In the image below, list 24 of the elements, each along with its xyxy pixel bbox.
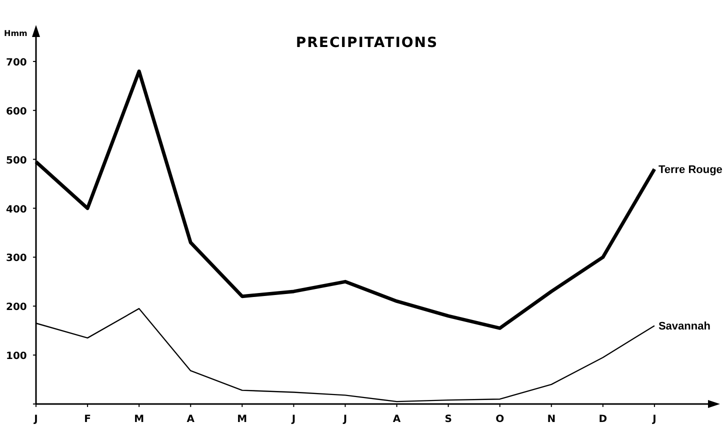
series-label: Savannah (658, 320, 711, 333)
y-tick-label: 400 (6, 204, 27, 216)
x-tick-label: J (652, 414, 656, 425)
x-tick-label: S (444, 414, 452, 425)
y-axis-title: Hmm (4, 29, 28, 38)
x-tick-label: A (392, 414, 401, 425)
x-tick-label: J (290, 414, 296, 425)
x-tick-label: A (186, 414, 195, 425)
y-tick-label: 100 (6, 351, 27, 362)
series-label: Terre Rouge (658, 164, 722, 176)
x-tick-label: M (237, 414, 248, 425)
y-tick-label: 500 (6, 155, 27, 166)
x-tick-label: J (33, 414, 38, 425)
y-tick-label: 600 (6, 106, 27, 118)
x-tick-label: M (134, 414, 144, 425)
x-tick-label: F (84, 414, 91, 425)
x-tick-label: O (496, 414, 504, 425)
y-tick-label: 200 (6, 302, 27, 314)
x-tick-label: D (598, 414, 608, 425)
x-tick-label: N (547, 414, 556, 425)
y-tick-label: 700 (6, 57, 27, 68)
chart-title: PRECIPITATIONS (296, 35, 438, 51)
y-tick-label: 300 (6, 253, 27, 264)
x-tick-label: J (342, 414, 348, 425)
